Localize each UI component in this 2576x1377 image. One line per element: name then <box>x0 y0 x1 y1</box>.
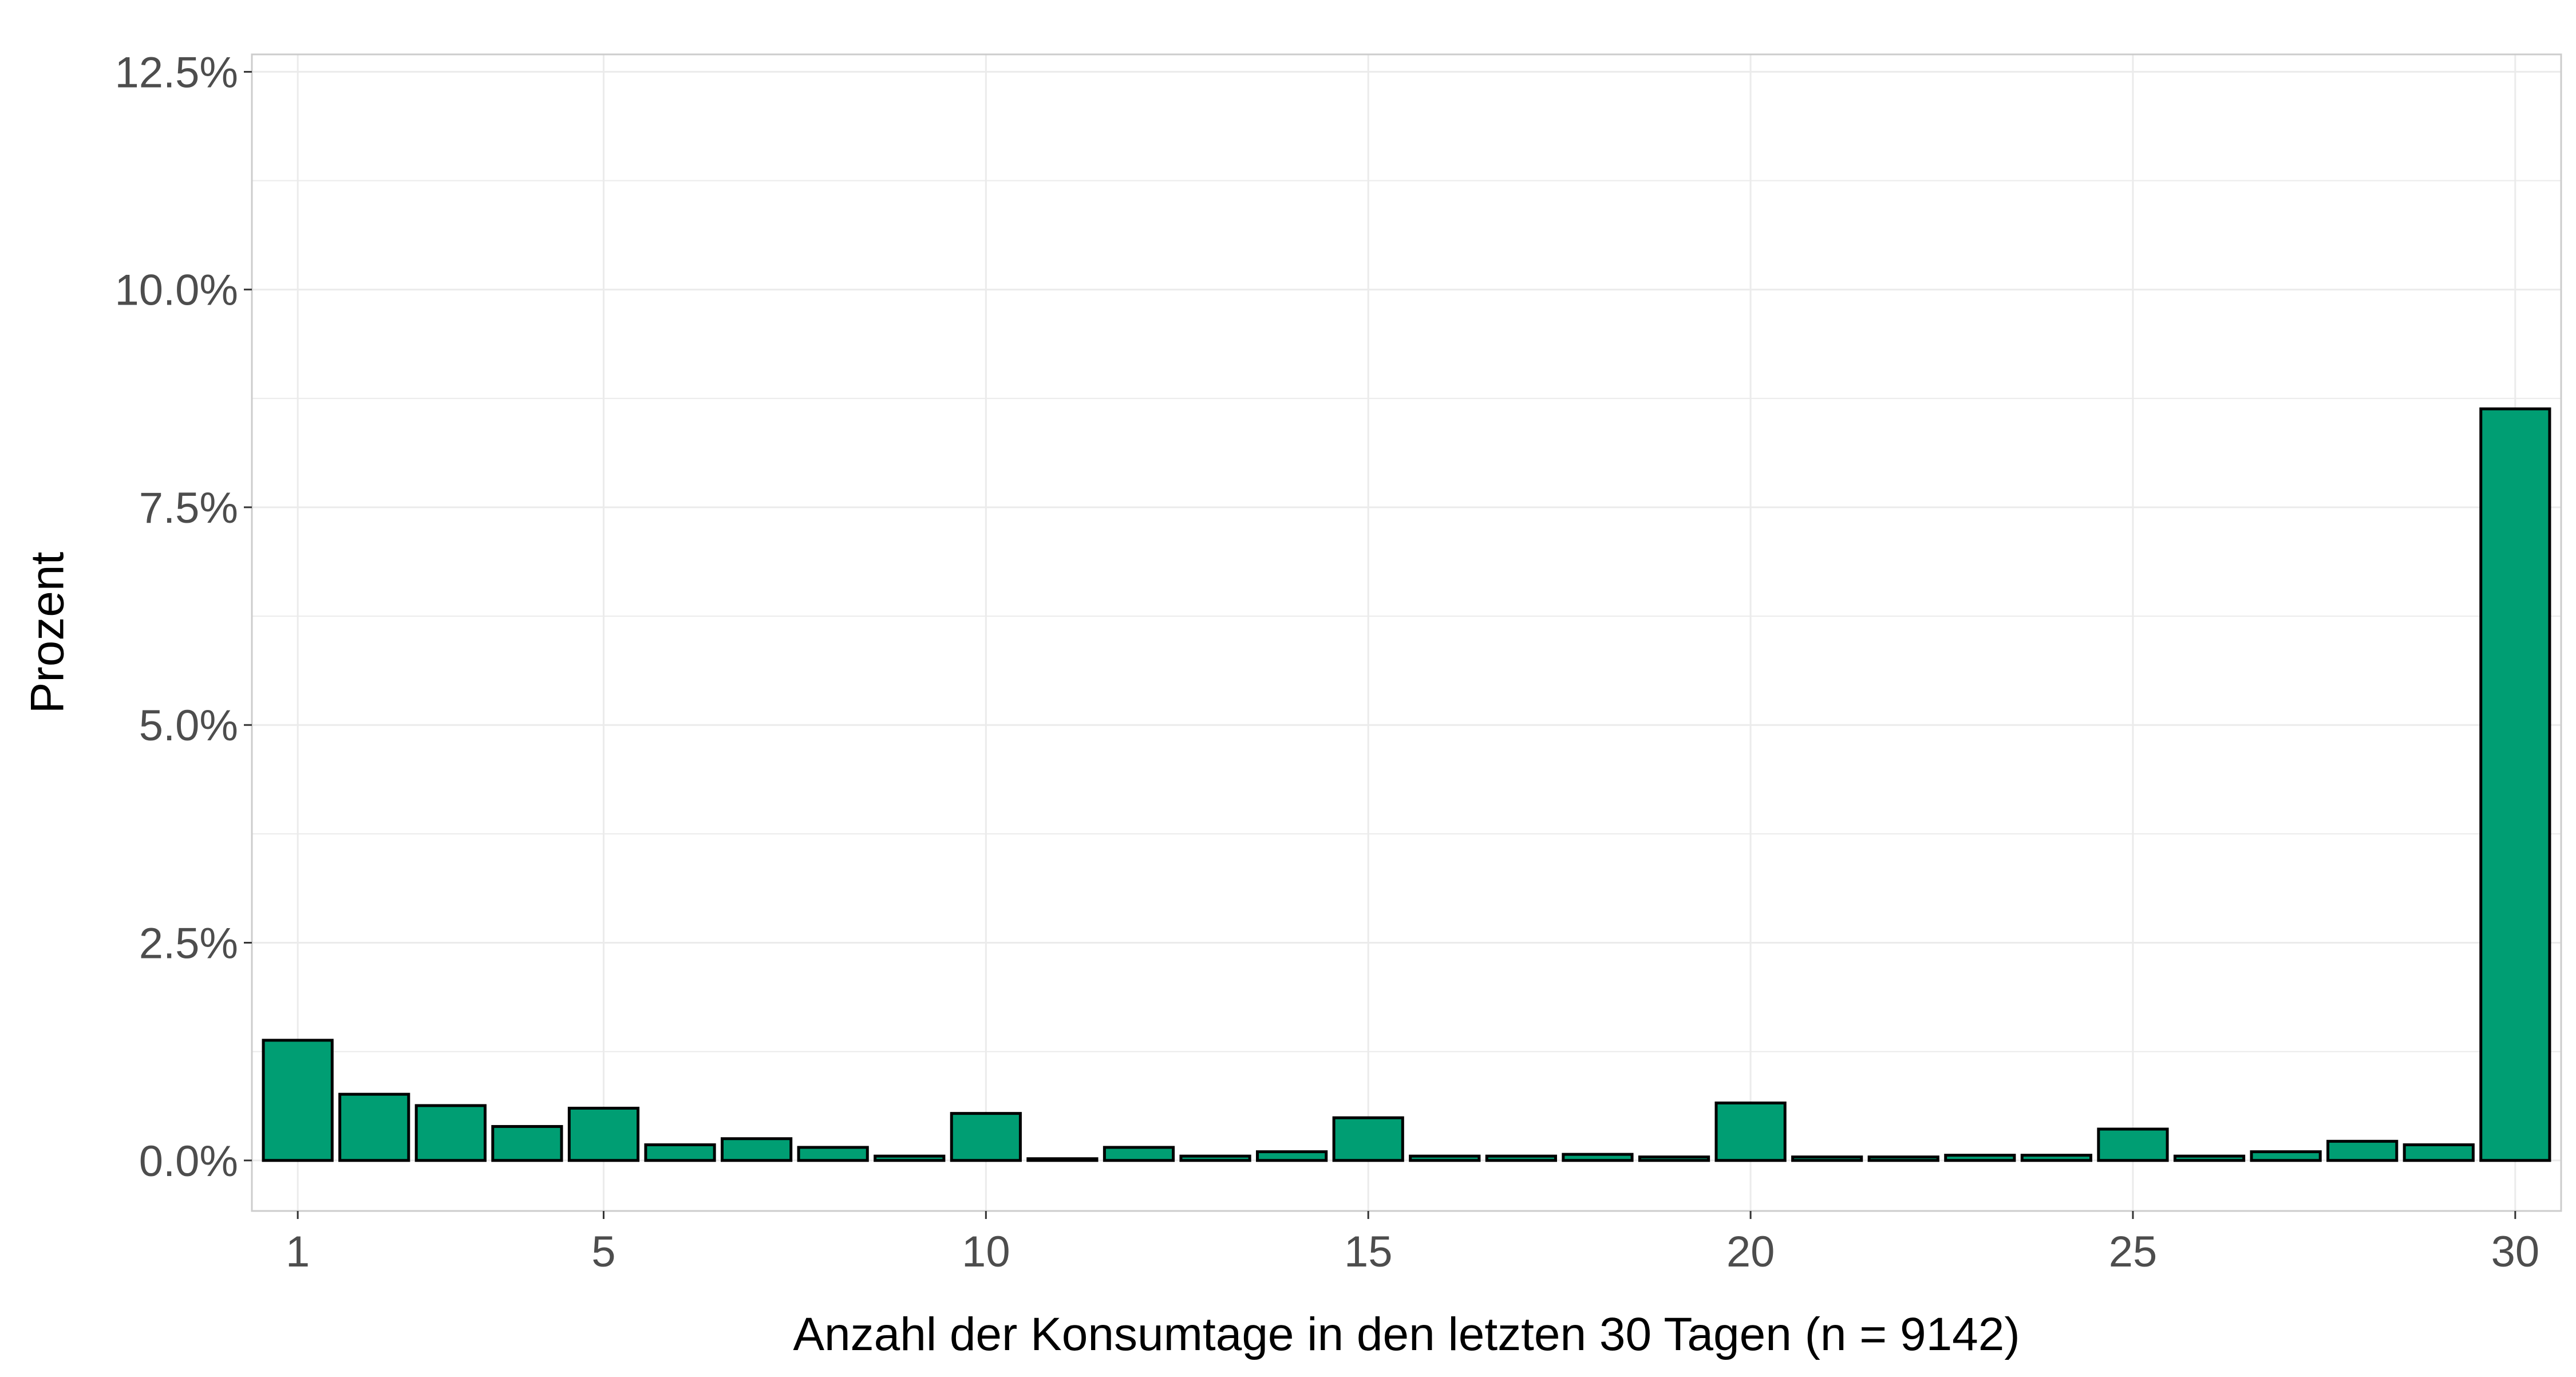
bar-day-29 <box>2403 1143 2475 1162</box>
bar-day-14 <box>1256 1150 1328 1162</box>
bar-day-18 <box>1562 1153 1634 1162</box>
bars <box>262 407 2551 1162</box>
bar-day-5 <box>567 1107 640 1162</box>
y-axis-title: Prozent <box>22 551 74 713</box>
bar-day-15 <box>1332 1116 1404 1162</box>
bar-day-22 <box>1867 1155 1939 1162</box>
x-axis-ticks: 1 5 10 15 20 25 30 <box>286 1211 2539 1276</box>
y-tick-label: 12.5% <box>115 48 239 97</box>
bar-day-6 <box>644 1143 716 1162</box>
x-tick-label: 5 <box>591 1228 615 1276</box>
bar-day-4 <box>491 1125 563 1162</box>
bar-day-10 <box>950 1112 1022 1162</box>
y-tick-label: 5.0% <box>139 701 238 750</box>
bar-day-12 <box>1103 1146 1175 1162</box>
bar-day-13 <box>1179 1154 1251 1162</box>
y-tick-label: 0.0% <box>139 1137 238 1186</box>
x-axis-title: Anzahl der Konsumtage in den letzten 30 … <box>793 1308 2020 1360</box>
bar-day-26 <box>2173 1154 2246 1162</box>
x-tick-label: 30 <box>2491 1228 2540 1276</box>
x-tick-label: 20 <box>1726 1228 1775 1276</box>
panel-border <box>251 53 2562 1212</box>
bar-day-3 <box>414 1104 487 1162</box>
bar-day-9 <box>874 1154 946 1162</box>
x-tick-label: 10 <box>962 1228 1010 1276</box>
bar-day-21 <box>1791 1155 1863 1162</box>
bar-day-30 <box>2479 407 2551 1162</box>
bar-day-27 <box>2250 1150 2322 1162</box>
bar-day-7 <box>720 1137 793 1162</box>
bar-day-2 <box>338 1092 410 1162</box>
bar-day-24 <box>2020 1154 2093 1162</box>
x-tick-label: 25 <box>2109 1228 2158 1276</box>
bar-day-20 <box>1714 1101 1787 1162</box>
x-tick-label: 1 <box>286 1228 310 1276</box>
grid <box>252 54 2561 1211</box>
y-tick-label: 7.5% <box>139 484 238 532</box>
bar-day-16 <box>1409 1154 1481 1162</box>
y-tick-label: 2.5% <box>139 920 238 968</box>
bar-day-19 <box>1638 1155 1710 1162</box>
y-axis-ticks: 0.0% 2.5% 5.0% 7.5% 10.0% 12.5% <box>115 48 252 1186</box>
bar-day-17 <box>1485 1154 1557 1162</box>
bar-day-1 <box>262 1039 334 1162</box>
bar-day-23 <box>1944 1154 2016 1162</box>
bar-day-11 <box>1026 1157 1099 1162</box>
bar-day-25 <box>2097 1127 2169 1162</box>
x-tick-label: 15 <box>1344 1228 1393 1276</box>
y-tick-label: 10.0% <box>115 266 239 315</box>
bar-day-28 <box>2326 1139 2399 1162</box>
bar-day-8 <box>797 1146 869 1162</box>
